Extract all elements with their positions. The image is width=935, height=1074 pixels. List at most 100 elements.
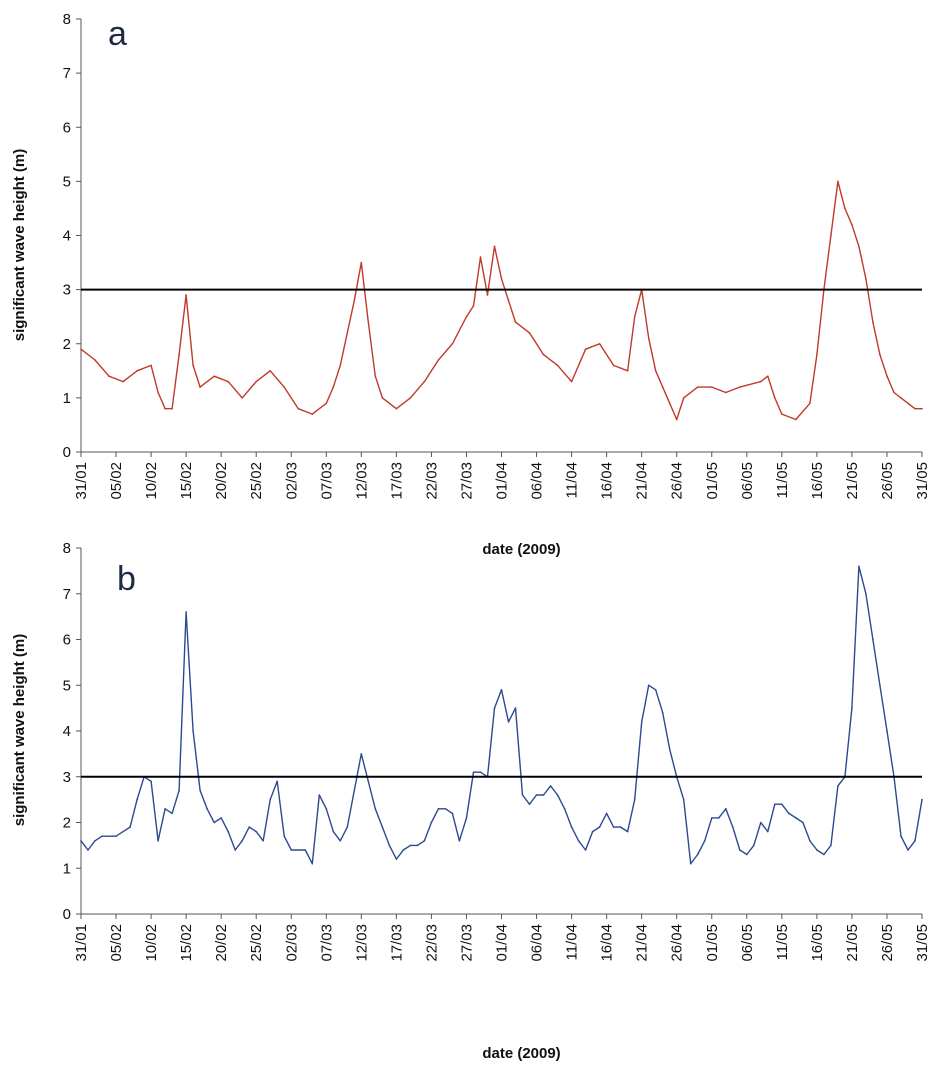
data-point — [760, 821, 762, 824]
x-tick-label: 11/04 — [564, 924, 581, 960]
x-tick-label: 16/04 — [599, 924, 616, 962]
data-point — [283, 386, 286, 388]
data-point — [255, 380, 257, 383]
data-point — [423, 380, 426, 383]
data-point — [577, 840, 580, 842]
data-point — [921, 798, 923, 801]
data-point — [227, 380, 229, 383]
data-point — [80, 840, 82, 842]
data-point — [402, 849, 405, 851]
x-tick-label: 01/04 — [494, 462, 511, 500]
data-point — [297, 849, 300, 851]
data-point — [746, 853, 748, 856]
data-point — [115, 835, 117, 837]
data-point — [886, 375, 888, 378]
data-point — [809, 402, 811, 405]
data-point — [192, 730, 194, 732]
data-point — [346, 332, 349, 334]
y-tick-label: 1 — [63, 390, 71, 407]
data-point — [900, 397, 902, 399]
y-axis-title: significant wave height (m) — [11, 634, 28, 827]
data-point — [682, 798, 685, 801]
data-point — [514, 707, 517, 709]
data-point — [437, 808, 440, 810]
data-point — [661, 711, 664, 714]
y-tick-label: 6 — [63, 632, 71, 649]
panel-label: b — [117, 560, 136, 598]
data-point — [136, 370, 138, 372]
data-point — [465, 315, 468, 318]
data-point — [507, 721, 510, 723]
data-point — [507, 299, 510, 302]
data-point — [661, 386, 664, 388]
data-point — [157, 391, 159, 394]
data-point — [886, 730, 888, 732]
data-point — [633, 315, 636, 318]
data-point — [255, 830, 257, 833]
data-point — [374, 375, 377, 378]
data-point — [521, 794, 524, 796]
data-point — [528, 332, 531, 334]
data-point — [626, 370, 629, 372]
data-point — [682, 397, 685, 399]
data-point — [94, 840, 96, 842]
data-point — [689, 862, 692, 865]
data-point — [865, 593, 867, 595]
data-point — [767, 375, 769, 378]
data-point — [101, 835, 103, 837]
data-point — [108, 375, 110, 378]
data-point — [725, 391, 727, 394]
data-point — [269, 798, 272, 801]
x-tick-label: 17/03 — [388, 462, 405, 500]
x-tick-label: 31/01 — [73, 924, 90, 962]
data-point — [409, 844, 412, 847]
data-point — [549, 785, 552, 787]
y-tick-label: 3 — [63, 769, 71, 786]
data-point — [437, 359, 440, 361]
data-point — [816, 849, 818, 851]
data-point — [816, 353, 818, 356]
data-point — [619, 826, 622, 828]
x-tick-label: 26/05 — [879, 462, 896, 500]
x-axis-title: date (2009) — [482, 1045, 560, 1062]
data-point — [262, 840, 265, 842]
data-point — [626, 830, 629, 833]
x-tick-label: 17/03 — [388, 924, 405, 962]
y-tick-label: 5 — [63, 677, 71, 694]
data-point — [430, 821, 433, 824]
data-point — [185, 611, 187, 613]
x-tick-label: 12/03 — [353, 924, 370, 962]
data-point — [332, 830, 335, 833]
y-tick-label: 5 — [63, 173, 71, 190]
data-point — [318, 794, 321, 796]
x-tick-label: 31/01 — [73, 462, 90, 500]
data-point — [451, 343, 454, 345]
data-point — [584, 348, 587, 351]
data-point — [879, 353, 881, 356]
y-tick-label: 4 — [63, 228, 71, 245]
data-point — [696, 853, 699, 856]
x-tick-label: 27/03 — [458, 924, 475, 962]
data-point — [830, 234, 832, 237]
y-tick-label: 7 — [63, 65, 71, 82]
x-tick-label: 21/05 — [844, 462, 861, 500]
chart-panel-a: 0 1 2 3 4 5 6 7 8 31/01 05/02 10/02 15/02 20/02 25/02 0… — [11, 11, 931, 558]
x-tick-label: 16/05 — [809, 462, 826, 500]
panel-label: a — [108, 15, 127, 53]
data-point — [395, 858, 398, 860]
x-tick-label: 06/04 — [529, 924, 546, 962]
data-point — [802, 821, 804, 824]
x-tick-label: 25/02 — [248, 924, 265, 962]
data-point — [837, 785, 839, 787]
data-point — [640, 721, 643, 723]
data-point — [633, 798, 636, 801]
data-point — [542, 353, 545, 356]
data-point — [858, 565, 860, 568]
data-point — [493, 707, 496, 709]
data-point — [332, 386, 335, 388]
data-point — [395, 407, 398, 410]
y-tick-label: 1 — [63, 860, 71, 877]
data-point — [290, 849, 293, 851]
data-point — [87, 849, 89, 851]
x-tick-label: 01/04 — [494, 924, 511, 962]
